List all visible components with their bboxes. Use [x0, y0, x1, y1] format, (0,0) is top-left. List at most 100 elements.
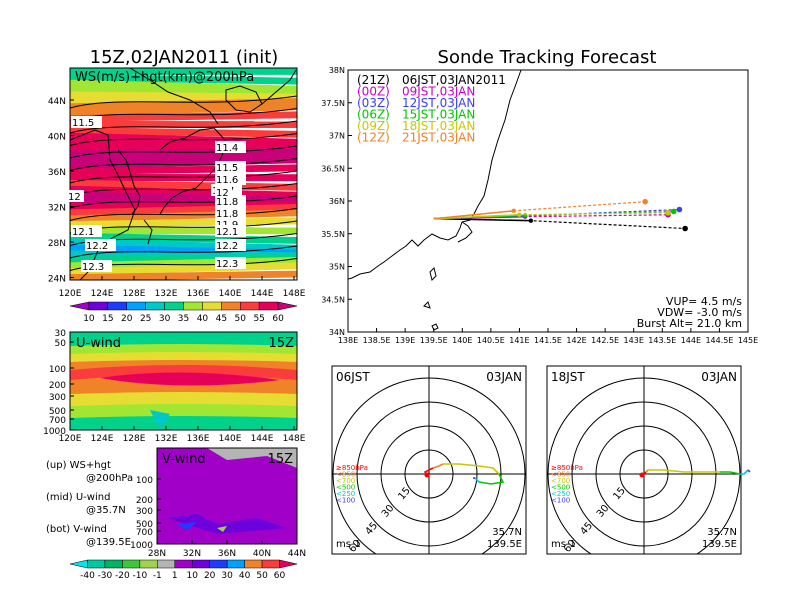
hodo-level-label-4: <250	[551, 490, 570, 498]
ws-band	[70, 103, 297, 117]
track-lon-label: 138.5E	[363, 336, 391, 345]
v-ptick-label: 200	[136, 496, 153, 506]
contour-label: 12.2	[216, 241, 238, 252]
legend-utc-3: (06Z)	[357, 108, 390, 122]
contour-label: 11.4	[216, 143, 238, 154]
lon-tick-label: 124E	[91, 289, 114, 299]
hodo-origin	[424, 472, 430, 478]
legend-jst-2: 12JST,03JAN	[402, 96, 475, 110]
panel-legend-notes: (up) WS+hgt @200hPa (mid) U-wind @35.7N …	[46, 460, 133, 548]
hodo1-lon: 139.5E	[487, 539, 522, 550]
hodo2-units: ms-1	[551, 539, 576, 550]
hodo-trace-4	[474, 477, 480, 483]
track-lon-label: 144.5E	[705, 336, 733, 345]
hodo-trace-5	[747, 469, 751, 473]
ws-colorbar-swatch	[183, 301, 203, 311]
v-lattick-label: 40N	[253, 549, 271, 559]
ws-colorbar-label: 20	[121, 314, 133, 324]
ws-colorbar-swatch	[126, 301, 146, 311]
track-lat-label: 35.5N	[321, 230, 345, 239]
track-lon-label: 144E	[681, 336, 701, 345]
lon-tick-label: 148E	[283, 289, 306, 299]
vwind-color-field	[157, 448, 297, 544]
vwind-colorbar-label: 20	[204, 571, 216, 581]
vwind-green	[217, 526, 227, 532]
right-title: Sonde Tracking Forecast	[438, 47, 657, 68]
track-lon-label: 138E	[338, 336, 358, 345]
hodograph-06jst: 06JST 03JAN 35.7N 139.5E ms-1 15304560≥8…	[331, 365, 527, 555]
u-ptick-label: 50	[55, 339, 67, 349]
uwind-band	[70, 392, 297, 408]
u-ptick-label: 30	[55, 329, 67, 339]
hodo-trace-4	[740, 469, 749, 475]
ws-colorbar-swatch	[258, 301, 279, 311]
lon-tick-label: 144E	[251, 289, 274, 299]
track-lat-label: 36.5N	[321, 164, 345, 173]
ws-colorbar-swatch	[69, 301, 90, 311]
v-ptick-label: 700	[136, 528, 153, 538]
note-mid-1: (mid) U-wind	[46, 492, 110, 503]
u-lontick-label: 120E	[59, 434, 82, 444]
track-burst-5	[511, 208, 516, 214]
uwind-color-field	[70, 332, 297, 430]
lon-tick-label: 120E	[59, 289, 82, 299]
hodo-trace-1	[645, 469, 649, 473]
lat-tick-label: 36N	[48, 168, 66, 178]
ws-colorbar-label: 50	[235, 314, 247, 324]
track-lon-label: 145E	[738, 336, 758, 345]
track-burst-0	[528, 218, 534, 223]
contour-line	[70, 120, 297, 134]
ws-band	[70, 68, 297, 75]
uwind-band	[70, 416, 297, 430]
contour-label-bg	[215, 173, 246, 185]
track-lat-label: 34N	[329, 328, 345, 337]
contour-label: 12	[68, 192, 81, 203]
contour-label: 11.8	[216, 209, 238, 220]
hodo1-units: ms-1	[336, 539, 361, 550]
v-lattick-label: 28N	[148, 549, 166, 559]
track-burst-4	[517, 212, 522, 217]
vwind-colorbar-swatch	[226, 559, 245, 569]
contour-label-bg	[71, 116, 102, 128]
ws-colorbar-label: 45	[216, 314, 227, 324]
contour-label: 11.5	[216, 163, 238, 174]
legend-utc-2: (03Z)	[357, 96, 390, 110]
hodo1-rings	[332, 366, 526, 554]
note-bot-1: (bot) V-wind	[46, 524, 107, 535]
hodo2-date: 03JAN	[701, 370, 737, 384]
track-lat-label: 37.5N	[321, 99, 345, 108]
lat-tick-label: 32N	[48, 204, 66, 214]
ws-colorbar-label: 15	[102, 314, 113, 324]
track-landing-5	[642, 198, 648, 205]
hodo2-time: 18JST	[551, 370, 585, 384]
legend-utc-0: (21Z)	[357, 73, 390, 87]
vwind-colorbar-swatch	[139, 559, 158, 569]
contour-label: 12.3	[82, 262, 104, 273]
lon-tick-label: 140E	[219, 289, 242, 299]
ws-band	[70, 270, 297, 280]
contour-line	[70, 133, 297, 146]
track-lon-label: 142E	[566, 336, 586, 345]
v-lattick-label: 32N	[183, 549, 201, 559]
u-ptick-label: 100	[49, 365, 66, 375]
uwind-lon-axis: 120E 124E 128E 132E 136E 140E 144E 148E	[59, 426, 306, 444]
vwind-colorbar-swatch	[191, 559, 210, 569]
map-frame	[69, 67, 298, 281]
ws-colorbar-label: 25	[140, 314, 151, 324]
legend-jst-1: 09JST,03JAN	[402, 85, 475, 99]
vwind-gray	[157, 448, 297, 468]
vwind-colorbar-label: -20	[115, 571, 130, 581]
v-ptick-label: 500	[136, 520, 153, 530]
uwind-label: U-wind	[76, 336, 121, 351]
contour-label: 12	[216, 188, 229, 199]
lon-tick-label: 128E	[123, 289, 146, 299]
contour-label-bg	[215, 207, 246, 219]
track-lon-label: 139.5E	[420, 336, 448, 345]
vwind-colorbar-label: 30	[221, 571, 233, 581]
hodo-level-label-3: <500	[551, 484, 570, 492]
track-lat-label: 34.5N	[321, 295, 345, 304]
note-mid-2: @35.7N	[86, 505, 126, 516]
contour-label: 12.1	[216, 227, 238, 238]
legend-jst-5: 21JST,03JAN	[402, 131, 475, 145]
